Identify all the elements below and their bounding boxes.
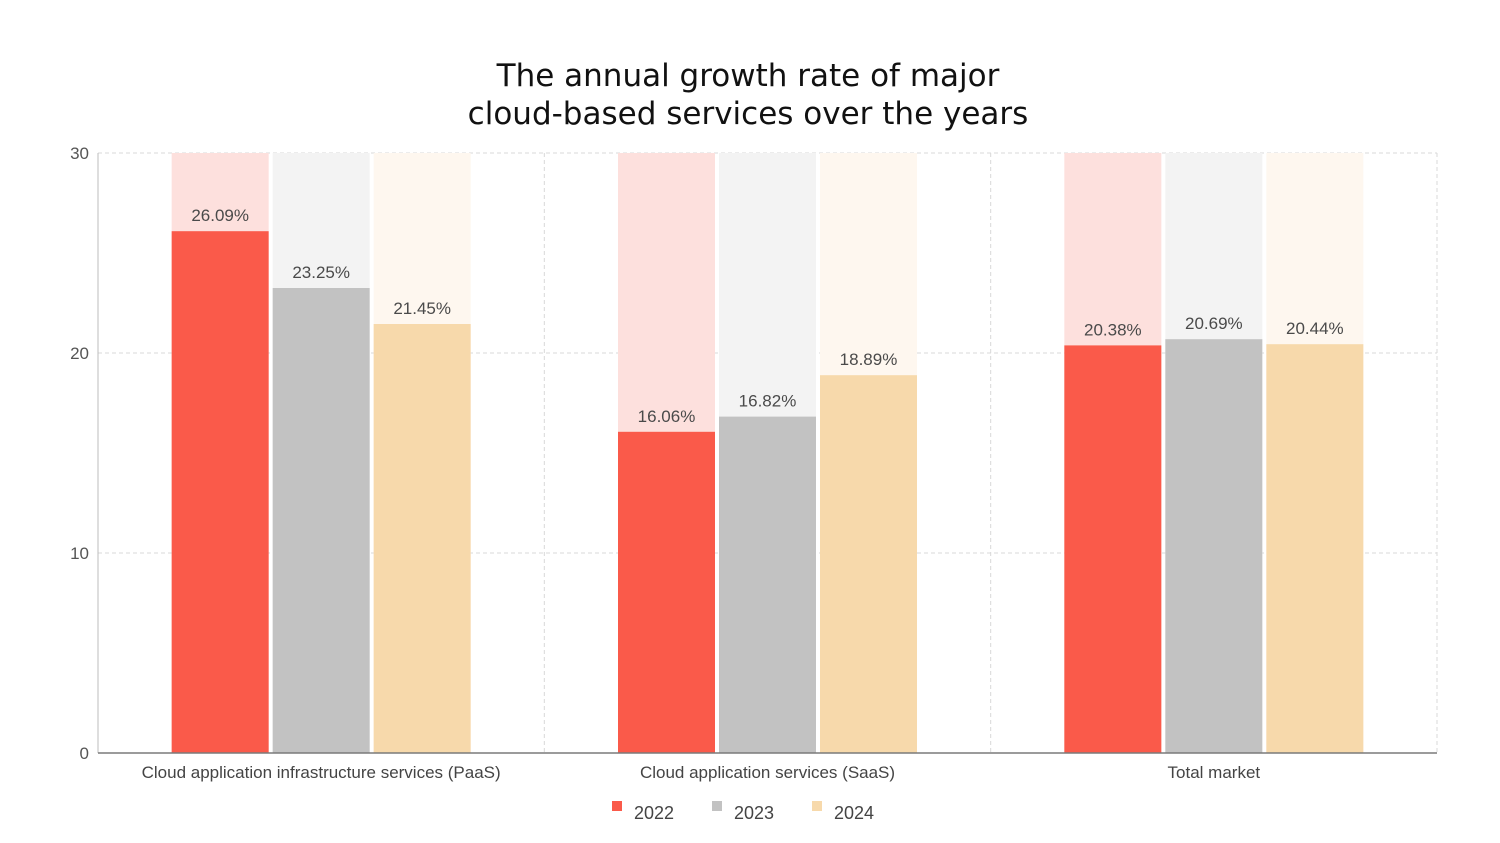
data-label: 18.89% [840,350,898,369]
chart-title: The annual growth rate of major cloud-ba… [468,58,1029,132]
data-label: 20.38% [1084,320,1142,339]
data-label: 20.69% [1185,314,1243,333]
data-labels: 26.09% 23.25% 21.45% 16.06% 16.82% 18.89% 20.3… [191,206,1343,426]
data-label: 16.06% [638,407,696,426]
x-tick-label: Total market [1168,763,1261,782]
bar [618,431,715,753]
data-label: 23.25% [292,263,350,282]
x-tick-label: Cloud application services (SaaS) [640,763,895,782]
bar [171,231,269,753]
bar [1064,345,1162,753]
legend-label: 2023 [734,803,774,823]
legend-label: 2022 [634,803,674,823]
y-tick-label: 20 [70,344,89,363]
y-tick-label: 10 [70,544,89,563]
bar [719,416,816,753]
bar [373,324,471,753]
axes: 0 10 20 30 Cloud application infrastructure … [70,144,1437,782]
bars [171,231,1364,753]
legend-swatch [612,801,622,811]
x-tick-label: Cloud application infrastructure service… [142,763,501,782]
data-label: 20.44% [1286,319,1344,338]
bar [1165,339,1263,753]
legend: 2022 2023 2024 [612,801,874,823]
data-label: 26.09% [191,206,249,225]
chart-title-line-1: The annual growth rate of major [496,58,1000,94]
data-label: 21.45% [393,299,451,318]
bar [1266,344,1364,753]
legend-label: 2024 [834,803,874,823]
bar [820,375,917,753]
y-tick-label: 0 [80,744,89,763]
chart-title-line-2: cloud-based services over the years [468,96,1029,132]
y-tick-label: 30 [70,144,89,163]
legend-swatch [712,801,722,811]
data-label: 16.82% [739,392,797,411]
legend-swatch [812,801,822,811]
bar [272,288,370,753]
